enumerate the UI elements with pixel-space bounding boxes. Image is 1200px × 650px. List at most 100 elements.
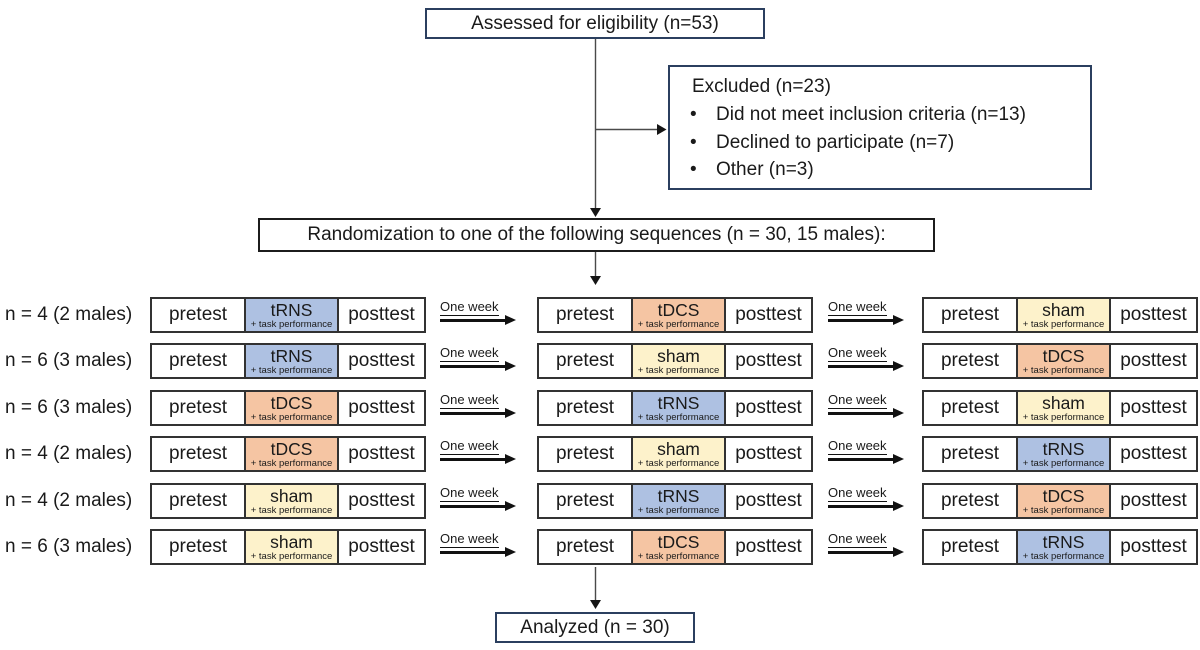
task-performance-note: + task performance	[637, 458, 720, 469]
task-performance-note: + task performance	[250, 458, 333, 469]
posttest-cell: posttest	[1120, 490, 1187, 511]
one-week-arrow: One week	[438, 345, 524, 375]
posttest-cell: posttest	[348, 490, 415, 511]
session-table-week3: pretest sham + task performance posttest	[922, 390, 1198, 426]
pretest-cell: pretest	[168, 536, 228, 557]
one-week-label: One week	[828, 392, 887, 409]
pretest-cell: pretest	[168, 490, 228, 511]
task-performance-note: + task performance	[1022, 412, 1105, 423]
posttest-cell: posttest	[735, 304, 802, 325]
group-size-label: n = 6 (3 males)	[5, 397, 133, 418]
posttest-cell: posttest	[1120, 536, 1187, 557]
stimulation-label: tDCS	[657, 299, 700, 320]
stimulation-label: sham	[657, 345, 700, 366]
one-week-arrow: One week	[438, 438, 524, 468]
arrow-right-icon	[828, 408, 904, 417]
posttest-cell: posttest	[348, 536, 415, 557]
task-performance-note: + task performance	[1022, 365, 1105, 376]
stimulation-label: tDCS	[657, 531, 700, 552]
stimulation-cell-sham: sham + task performance	[1016, 392, 1111, 424]
arrow-right-icon	[440, 501, 516, 510]
posttest-cell: posttest	[348, 350, 415, 371]
sequence-row: n = 6 (3 males) pretest tDCS + task perf…	[0, 390, 1200, 426]
posttest-cell: posttest	[348, 397, 415, 418]
task-performance-note: + task performance	[637, 412, 720, 423]
session-table-week2: pretest tRNS + task performance posttest	[537, 390, 813, 426]
task-performance-note: + task performance	[250, 319, 333, 330]
stimulation-label: tDCS	[270, 438, 313, 459]
session-table-week1: pretest sham + task performance posttest	[150, 529, 426, 565]
session-table-week1: pretest tRNS + task performance posttest	[150, 297, 426, 333]
stimulation-label: tRNS	[270, 345, 313, 366]
sequence-row: n = 6 (3 males) pretest tRNS + task perf…	[0, 343, 1200, 379]
randomization-label: Randomization to one of the following se…	[307, 224, 886, 245]
one-week-label: One week	[828, 345, 887, 362]
randomization-box: Randomization to one of the following se…	[258, 218, 935, 252]
stimulation-cell-trns: tRNS + task performance	[631, 392, 726, 424]
stimulation-cell-trns: tRNS + task performance	[1016, 438, 1111, 470]
pretest-cell: pretest	[555, 350, 615, 371]
pretest-cell: pretest	[168, 443, 228, 464]
excluded-box: Excluded (n=23) Did not meet inclusion c…	[668, 65, 1092, 190]
arrow-right-icon	[440, 547, 516, 556]
excluded-item: Other (n=3)	[690, 156, 1090, 184]
one-week-label: One week	[828, 485, 887, 502]
one-week-arrow: One week	[826, 438, 912, 468]
posttest-cell: posttest	[1120, 397, 1187, 418]
arrow-right-icon	[828, 315, 904, 324]
analyzed-box: Analyzed (n = 30)	[495, 612, 695, 643]
pretest-cell: pretest	[940, 397, 1000, 418]
posttest-cell: posttest	[348, 443, 415, 464]
posttest-cell: posttest	[1120, 443, 1187, 464]
session-table-week1: pretest tDCS + task performance posttest	[150, 436, 426, 472]
stimulation-label: tRNS	[1042, 531, 1085, 552]
task-performance-note: + task performance	[250, 505, 333, 516]
stimulation-cell-sham: sham + task performance	[1016, 299, 1111, 331]
arrowhead-down-to-randomization	[590, 208, 601, 217]
posttest-cell: posttest	[1120, 350, 1187, 371]
posttest-cell: posttest	[735, 397, 802, 418]
sequence-row: n = 4 (2 males) pretest tDCS + task perf…	[0, 436, 1200, 472]
group-size-label: n = 6 (3 males)	[5, 350, 133, 371]
session-table-week2: pretest tDCS + task performance posttest	[537, 529, 813, 565]
stimulation-label: sham	[270, 531, 313, 552]
one-week-label: One week	[440, 299, 499, 316]
stimulation-cell-trns: tRNS + task performance	[631, 485, 726, 517]
stimulation-label: sham	[1042, 392, 1085, 413]
task-performance-note: + task performance	[637, 505, 720, 516]
pretest-cell: pretest	[940, 443, 1000, 464]
session-table-week3: pretest tRNS + task performance posttest	[922, 436, 1198, 472]
pretest-cell: pretest	[168, 304, 228, 325]
task-performance-note: + task performance	[1022, 319, 1105, 330]
one-week-label: One week	[828, 299, 887, 316]
arrow-right-icon	[440, 408, 516, 417]
pretest-cell: pretest	[168, 350, 228, 371]
stimulation-label: tDCS	[1042, 485, 1085, 506]
pretest-cell: pretest	[555, 304, 615, 325]
arrowhead-down-to-analyzed	[590, 600, 601, 609]
session-table-week2: pretest tDCS + task performance posttest	[537, 297, 813, 333]
pretest-cell: pretest	[940, 304, 1000, 325]
stimulation-label: tDCS	[270, 392, 313, 413]
stimulation-label: sham	[1042, 299, 1085, 320]
one-week-arrow: One week	[826, 392, 912, 422]
stimulation-cell-tdcs: tDCS + task performance	[631, 531, 726, 563]
posttest-cell: posttest	[735, 443, 802, 464]
session-table-week1: pretest sham + task performance posttest	[150, 483, 426, 519]
one-week-label: One week	[828, 438, 887, 455]
one-week-arrow: One week	[826, 531, 912, 561]
stimulation-label: tDCS	[1042, 345, 1085, 366]
stimulation-cell-trns: tRNS + task performance	[244, 345, 339, 377]
pretest-cell: pretest	[555, 536, 615, 557]
arrow-right-icon	[828, 361, 904, 370]
excluded-item: Declined to participate (n=7)	[690, 129, 1090, 157]
stimulation-label: tRNS	[657, 392, 700, 413]
stimulation-cell-trns: tRNS + task performance	[1016, 531, 1111, 563]
arrow-right-icon	[440, 361, 516, 370]
sequence-row: n = 6 (3 males) pretest sham + task perf…	[0, 529, 1200, 565]
task-performance-note: + task performance	[1022, 505, 1105, 516]
session-table-week1: pretest tDCS + task performance posttest	[150, 390, 426, 426]
one-week-label: One week	[440, 345, 499, 362]
analyzed-label: Analyzed (n = 30)	[520, 616, 670, 638]
stimulation-label: tRNS	[1042, 438, 1085, 459]
